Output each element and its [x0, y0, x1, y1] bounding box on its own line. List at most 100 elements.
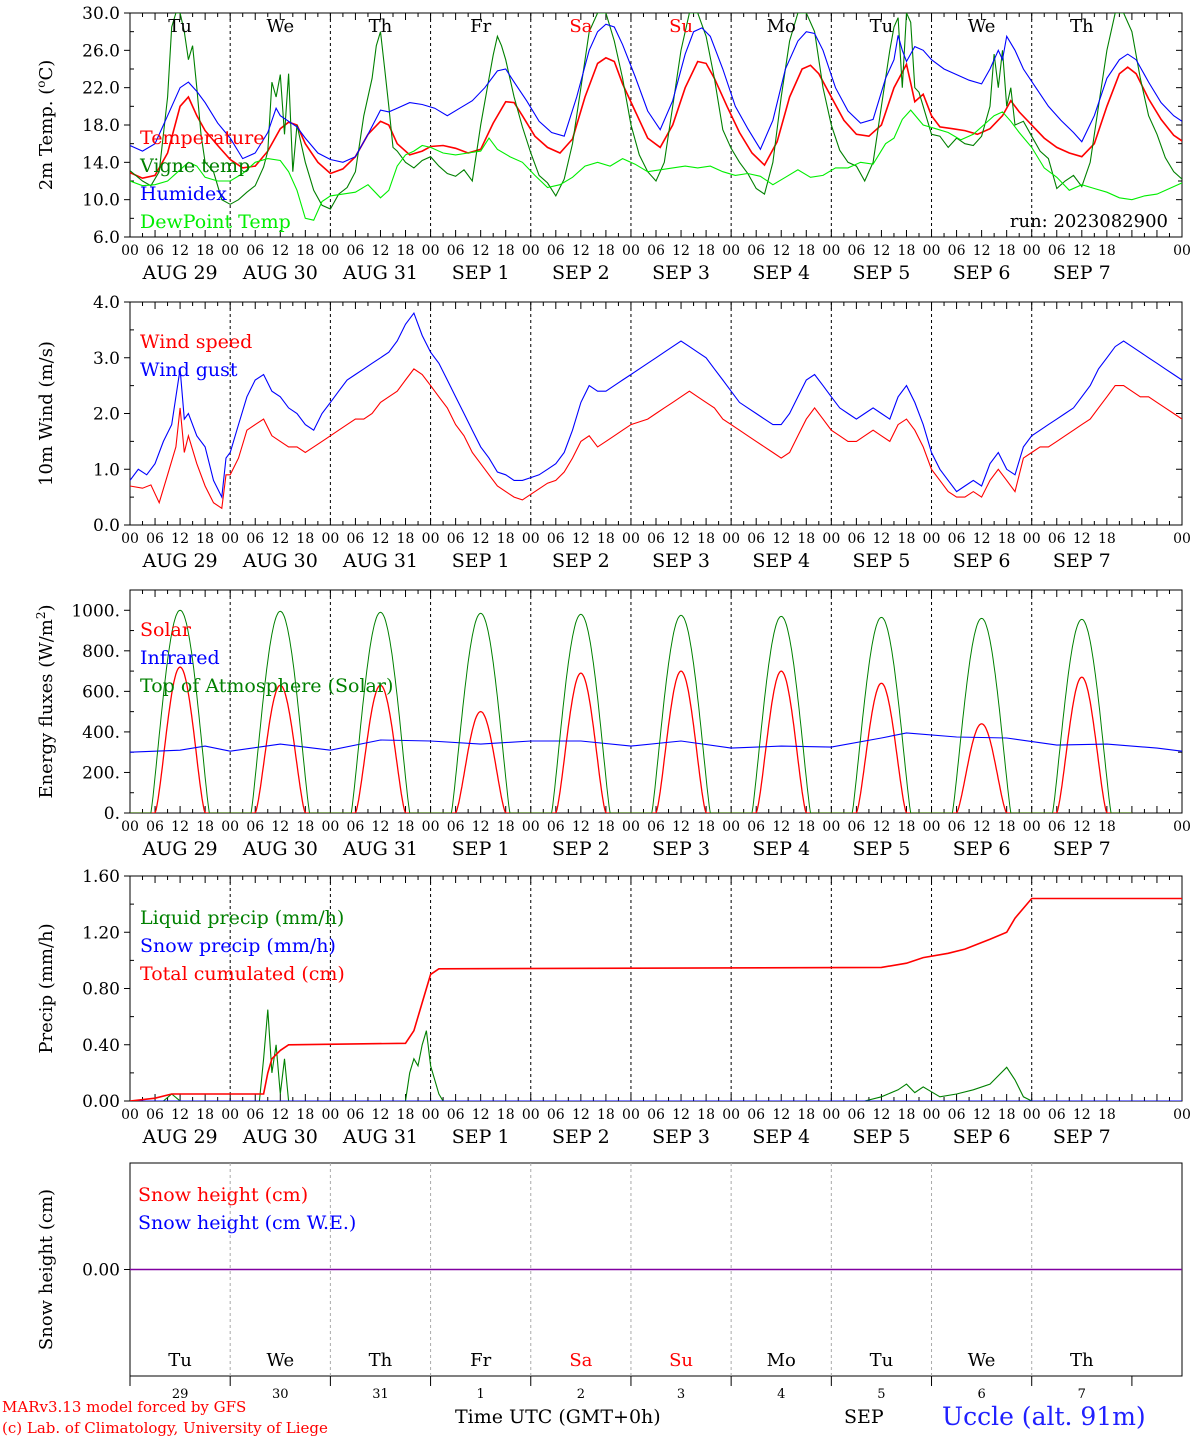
date-label: SEP 2: [552, 1126, 610, 1148]
hour-tick-label: 12: [372, 243, 390, 259]
hour-tick-label: 12: [171, 243, 189, 259]
hour-tick-label: 12: [973, 819, 991, 835]
hour-tick-label: 18: [898, 243, 916, 259]
hour-tick-label: 18: [998, 243, 1016, 259]
hour-tick-label: 00: [221, 819, 239, 835]
date-label: SEP 7: [1053, 262, 1111, 284]
hour-tick-label: 18: [697, 1107, 715, 1123]
series-energy-solar: [1031, 676, 1132, 813]
legend-entry: Wind gust: [140, 359, 238, 381]
legend-entry: Total cumulated (cm): [140, 963, 345, 985]
weekday-label: We: [266, 16, 294, 37]
hour-tick-label: 00: [1023, 1107, 1041, 1123]
series-line: [130, 109, 1182, 221]
series-energy-toa: [230, 610, 331, 813]
hour-tick-label: 18: [397, 531, 415, 547]
y-tick-label: 4.0: [93, 293, 120, 313]
date-label: SEP 5: [853, 550, 911, 572]
y-axis-label: Snow height (cm): [36, 1189, 57, 1350]
hour-tick-label: 18: [497, 819, 515, 835]
y-tick-label: 14.0: [82, 153, 120, 173]
y-tick-label: 0.0: [93, 516, 120, 536]
series-energy-toa: [130, 609, 231, 813]
y-tick-label: 0.40: [82, 1036, 120, 1056]
weekday-label: Tu: [870, 16, 894, 37]
date-label: SEP 6: [953, 838, 1011, 860]
day-number-label: 31: [372, 1387, 389, 1402]
hour-tick-label: 06: [948, 1107, 966, 1123]
hour-tick-label: 00: [722, 243, 740, 259]
date-label: AUG 31: [342, 262, 418, 284]
y-tick-label: 26.0: [82, 41, 120, 61]
date-label: AUG 30: [242, 262, 318, 284]
series-line: [130, 897, 1182, 1101]
weekday-label: Th: [369, 1350, 393, 1371]
hour-tick-label: 06: [246, 243, 264, 259]
hour-tick-label: 12: [171, 1107, 189, 1123]
y-tick-label: 800.: [82, 642, 120, 662]
day-number-label: 6: [977, 1387, 985, 1402]
date-label: SEP 3: [652, 1126, 710, 1148]
y-axis-label: Energy fluxes (W/m2): [34, 604, 57, 798]
series-group: [130, 311, 1182, 510]
date-label: SEP 4: [752, 550, 810, 572]
hour-tick-label: 12: [672, 819, 690, 835]
hour-tick-label: 00: [221, 243, 239, 259]
hour-tick-label: 00: [923, 819, 941, 835]
date-label: SEP 1: [452, 1126, 510, 1148]
series-energy-solar: [731, 670, 832, 813]
hour-tick-label: 00: [121, 531, 139, 547]
series-line: [130, 23, 1182, 163]
hour-tick-label: 18: [597, 1107, 615, 1123]
series-energy-toa: [430, 612, 531, 813]
weekday-label: Sa: [569, 16, 592, 37]
hour-tick-label: 18: [196, 531, 214, 547]
hour-tick-label: 06: [347, 1107, 365, 1123]
hour-tick-label: 06: [347, 243, 365, 259]
date-label: SEP 4: [752, 262, 810, 284]
hour-tick-label: 18: [1098, 1107, 1116, 1123]
y-tick-label: 0.80: [82, 980, 120, 1000]
hour-tick-label: 12: [372, 531, 390, 547]
series-line: [130, 368, 1182, 510]
hour-tick-label: 00: [822, 1107, 840, 1123]
series-group: [130, 897, 1182, 1101]
day-number-label: 7: [1078, 1387, 1086, 1402]
date-label: SEP 6: [953, 1126, 1011, 1148]
hour-tick-label: 12: [472, 531, 490, 547]
hour-tick-label: 18: [998, 1107, 1016, 1123]
date-label: SEP 1: [452, 550, 510, 572]
hour-tick-label: 00: [923, 531, 941, 547]
hour-tick-label: 12: [1073, 243, 1091, 259]
legend-entry: Liquid precip (mm/h): [140, 907, 344, 929]
hour-tick-label: 18: [497, 1107, 515, 1123]
hour-tick-label: 12: [973, 243, 991, 259]
hour-tick-label: 12: [1073, 1107, 1091, 1123]
y-tick-label: 30.0: [82, 4, 120, 24]
y-tick-label: 1000.: [71, 601, 120, 621]
series-energy-solar: [430, 710, 531, 813]
panel-precip: 1.60 1.20 0.80 0.40 0.00 Precip (mm/h) Liquid …: [36, 867, 1191, 1148]
date-label: SEP 2: [552, 838, 610, 860]
day-number-label: 29: [172, 1387, 189, 1402]
hour-tick-label: 00: [221, 1107, 239, 1123]
hour-tick-label: 18: [397, 1107, 415, 1123]
series-group: [130, 13, 1182, 221]
hour-tick-label: 06: [847, 531, 865, 547]
hour-tick-label: 18: [898, 819, 916, 835]
date-label: AUG 29: [142, 838, 218, 860]
y-tick-label: 0.00: [82, 1261, 120, 1281]
hour-tick-label: 00: [121, 1107, 139, 1123]
y-axis-label: 10m Wind (m/s): [36, 341, 57, 486]
hour-tick-label: 00: [923, 243, 941, 259]
series-energy-toa: [530, 613, 631, 813]
hour-tick-label: 12: [1073, 531, 1091, 547]
hour-tick-label: 18: [296, 1107, 314, 1123]
series-energy-toa: [831, 616, 932, 813]
legend-entry: DewPoint Temp: [140, 211, 291, 233]
series-energy-solar: [530, 672, 631, 813]
legend-entry: Infrared: [140, 647, 220, 669]
series-energy-solar: [230, 684, 331, 813]
date-label: SEP 3: [652, 550, 710, 572]
date-label: SEP 4: [752, 838, 810, 860]
